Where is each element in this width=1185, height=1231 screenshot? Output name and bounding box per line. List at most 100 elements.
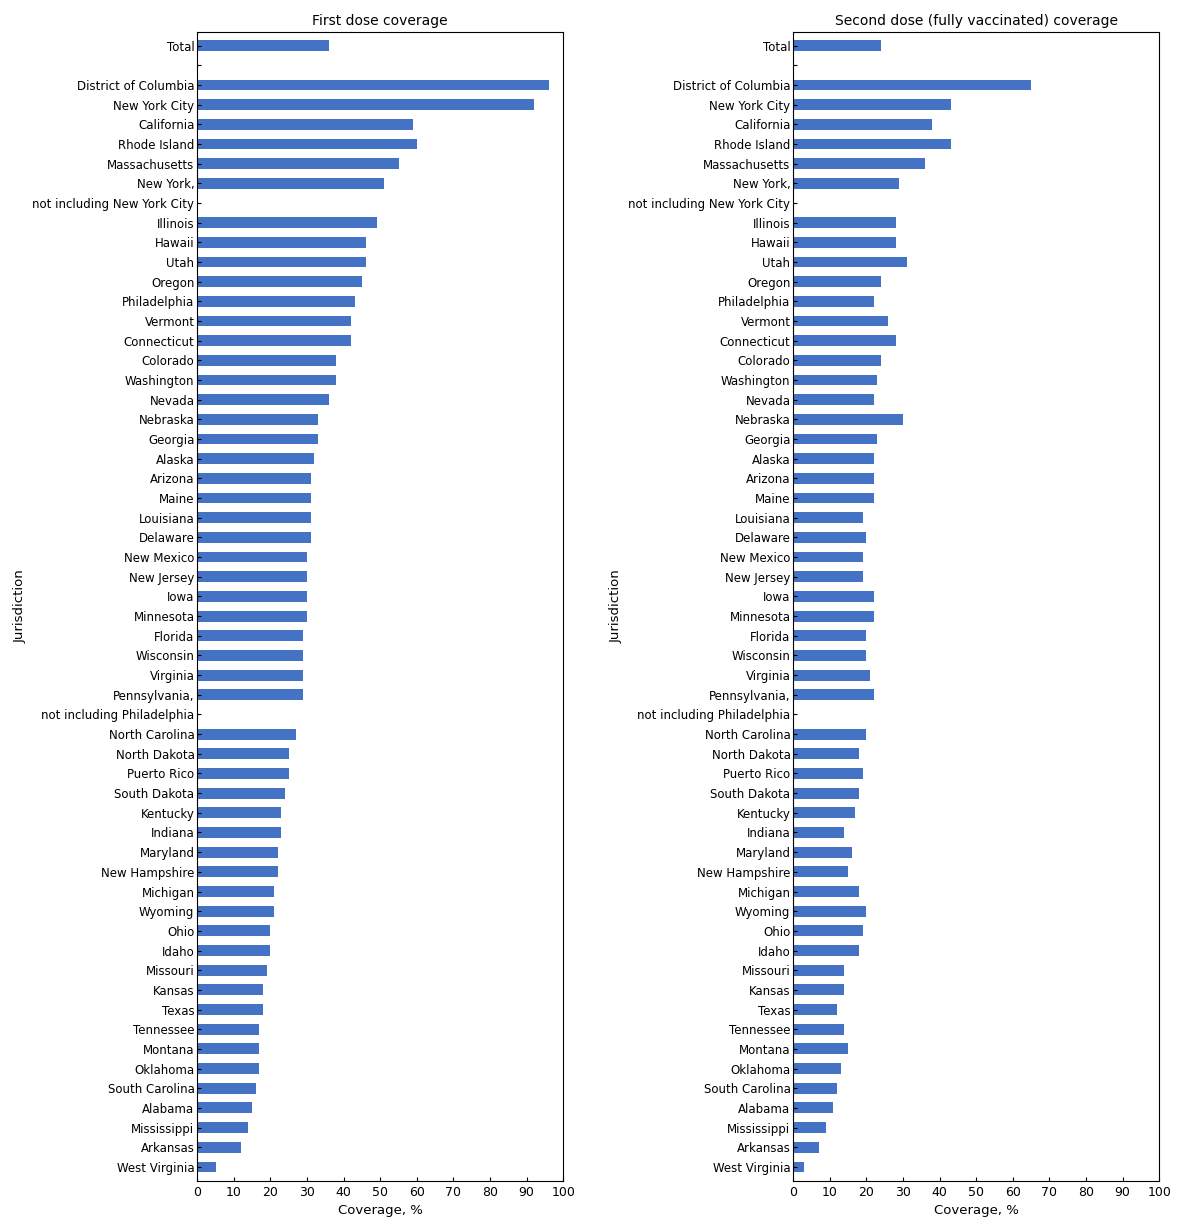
Bar <box>197 80 549 90</box>
Bar <box>197 512 310 523</box>
Bar <box>197 492 310 503</box>
Bar <box>793 41 880 50</box>
Bar <box>793 945 859 956</box>
Bar <box>197 926 270 937</box>
Title: First dose coverage: First dose coverage <box>313 14 448 28</box>
Bar <box>793 159 925 169</box>
Bar <box>197 236 366 247</box>
Bar <box>197 670 303 681</box>
Bar <box>197 571 307 582</box>
Bar <box>197 788 286 799</box>
Bar <box>793 886 859 897</box>
Bar <box>197 827 281 838</box>
Bar <box>793 1103 833 1113</box>
Bar <box>197 1123 249 1133</box>
Bar <box>793 433 877 444</box>
Bar <box>197 178 384 188</box>
Bar <box>793 827 845 838</box>
Bar <box>197 1044 260 1054</box>
Bar <box>793 139 950 149</box>
Bar <box>793 236 896 247</box>
Bar <box>793 867 848 878</box>
Bar <box>197 100 534 110</box>
Bar <box>793 591 873 602</box>
Bar <box>793 256 907 267</box>
Bar <box>793 650 866 661</box>
Bar <box>793 119 933 129</box>
Bar <box>793 768 863 779</box>
Bar <box>197 611 307 622</box>
Bar <box>793 729 866 740</box>
Bar <box>793 670 870 681</box>
Bar <box>793 1123 826 1133</box>
Bar <box>793 178 899 188</box>
Bar <box>793 808 856 819</box>
Bar <box>793 965 845 976</box>
Bar <box>197 591 307 602</box>
Bar <box>197 532 310 543</box>
Bar <box>197 551 307 563</box>
Bar <box>793 315 889 326</box>
Bar <box>793 1083 837 1093</box>
Bar <box>197 847 277 858</box>
Y-axis label: Jurisdiction: Jurisdiction <box>610 570 623 643</box>
Bar <box>197 650 303 661</box>
Bar <box>793 276 880 287</box>
Bar <box>197 1024 260 1034</box>
Bar <box>793 630 866 641</box>
Bar <box>793 1024 845 1034</box>
Bar <box>197 374 337 385</box>
Bar <box>197 945 270 956</box>
Bar <box>197 1004 263 1014</box>
Bar <box>197 295 354 307</box>
X-axis label: Coverage, %: Coverage, % <box>934 1204 1019 1217</box>
Bar <box>197 453 314 464</box>
Bar <box>793 1142 819 1152</box>
Bar <box>197 217 377 228</box>
Bar <box>197 906 274 917</box>
Bar <box>793 906 866 917</box>
Bar <box>197 886 274 897</box>
Bar <box>197 867 277 878</box>
Bar <box>197 808 281 819</box>
Bar <box>197 119 414 129</box>
Bar <box>197 630 303 641</box>
Bar <box>197 41 329 50</box>
Bar <box>197 985 263 996</box>
Bar <box>197 276 361 287</box>
Bar <box>197 414 318 425</box>
Bar <box>197 256 366 267</box>
Bar <box>793 689 873 700</box>
Bar <box>793 473 873 484</box>
Bar <box>197 335 351 346</box>
Bar <box>197 1064 260 1073</box>
Bar <box>793 551 863 563</box>
Bar <box>793 532 866 543</box>
Bar <box>793 1162 805 1172</box>
Bar <box>793 100 950 110</box>
Bar <box>197 965 267 976</box>
Bar <box>197 473 310 484</box>
Bar <box>197 1162 216 1172</box>
Bar <box>793 512 863 523</box>
Title: Second dose (fully vaccinated) coverage: Second dose (fully vaccinated) coverage <box>834 14 1117 28</box>
X-axis label: Coverage, %: Coverage, % <box>338 1204 423 1217</box>
Bar <box>197 159 398 169</box>
Bar <box>793 788 859 799</box>
Bar <box>793 847 852 858</box>
Bar <box>793 492 873 503</box>
Bar <box>793 453 873 464</box>
Bar <box>793 394 873 405</box>
Bar <box>197 689 303 700</box>
Bar <box>197 768 289 779</box>
Bar <box>197 729 296 740</box>
Bar <box>793 1004 837 1014</box>
Bar <box>793 926 863 937</box>
Bar <box>793 1064 841 1073</box>
Bar <box>793 217 896 228</box>
Bar <box>197 1103 252 1113</box>
Bar <box>197 748 289 760</box>
Bar <box>793 1044 848 1054</box>
Bar <box>197 394 329 405</box>
Bar <box>793 335 896 346</box>
